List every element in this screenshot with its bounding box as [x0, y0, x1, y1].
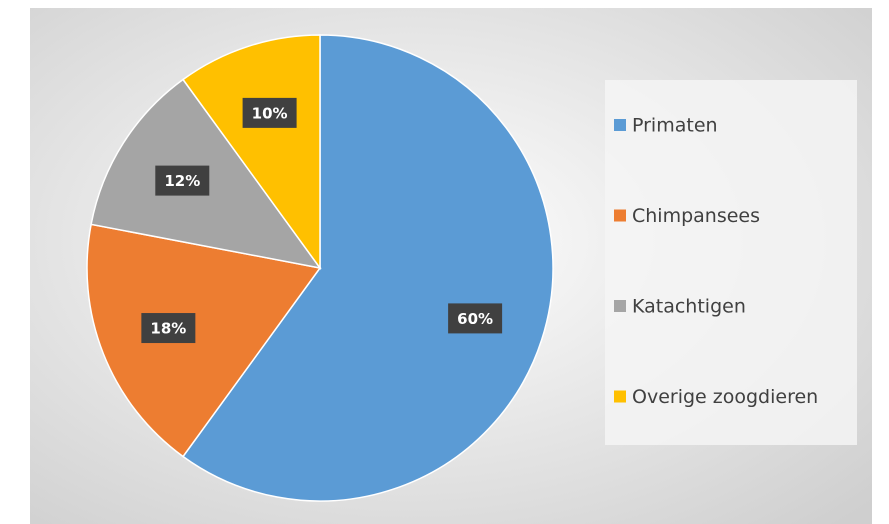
legend-swatch — [614, 119, 626, 131]
legend-swatch — [614, 209, 626, 222]
legend-swatch — [614, 390, 626, 403]
value-label-box — [448, 303, 503, 334]
value-label-box — [155, 165, 210, 196]
value-label-box — [242, 97, 297, 128]
legend-box — [605, 80, 857, 445]
legend-label: Primaten — [632, 115, 718, 137]
value-label: 10% — [252, 104, 288, 122]
pie-slice — [181, 34, 554, 502]
pie-slice — [86, 223, 322, 458]
legend-label: Katachtigen — [632, 296, 746, 318]
value-label-box — [141, 313, 196, 344]
pie-slice — [181, 34, 321, 271]
legend-label: Overige zoogdieren — [632, 386, 818, 408]
legend-swatch — [614, 300, 626, 312]
legend-label: Chimpansees — [632, 205, 760, 227]
value-label: 18% — [150, 320, 186, 338]
value-label: 12% — [164, 172, 200, 190]
value-label: 60% — [457, 310, 493, 328]
